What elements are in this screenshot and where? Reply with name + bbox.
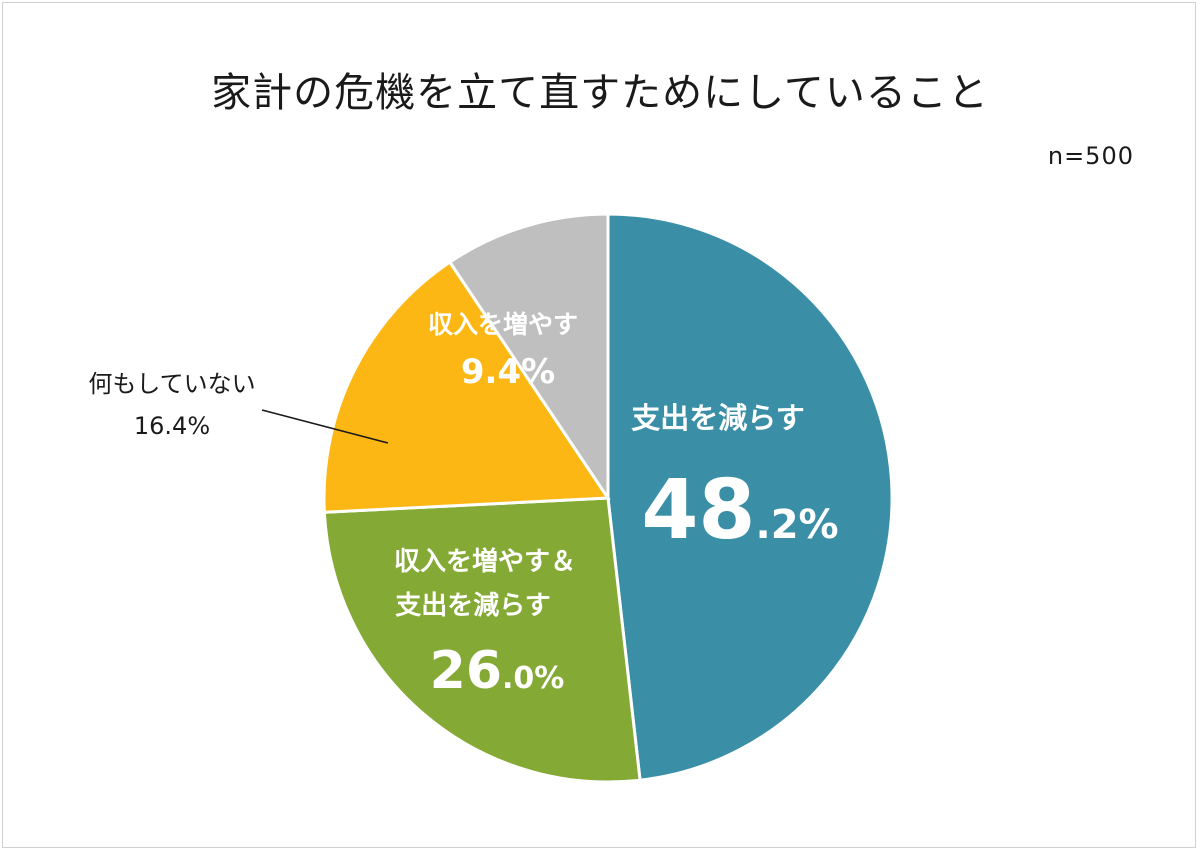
slice-value-increase-income: 9.4%	[461, 352, 555, 392]
slice-label-increase-income: 収入を増やす	[428, 310, 578, 339]
pie-slices	[322, 212, 894, 784]
slice-value-int-reduce-spending: 48	[641, 463, 755, 558]
sample-size-label: n=500	[1047, 142, 1134, 170]
slice-value-both: 26.0%	[430, 641, 565, 701]
slice-value-dec-both: .0%	[502, 661, 564, 696]
slice-both	[322, 496, 642, 784]
slice-nothing	[322, 260, 611, 514]
slice-value-nothing: 16.4%	[134, 412, 210, 440]
slice-value-dec-reduce-spending: .2%	[756, 502, 839, 548]
slice-increase-income	[447, 212, 610, 503]
slice-value-int-both: 26	[430, 641, 502, 701]
slice-label-both-line2: 支出を減らす	[395, 591, 550, 621]
leader-line-nothing	[261, 409, 389, 444]
slice-value-reduce-spending: 48.2%	[641, 463, 838, 558]
slice-label-both-line1: 収入を増やす＆	[394, 547, 576, 577]
chart-title: 家計の危機を立て直すためにしていること	[211, 70, 989, 116]
slice-reduce-spending	[606, 212, 894, 782]
slice-label-reduce-spending: 支出を減らす	[631, 401, 804, 435]
slice-label-nothing: 何もしていない	[88, 370, 255, 398]
